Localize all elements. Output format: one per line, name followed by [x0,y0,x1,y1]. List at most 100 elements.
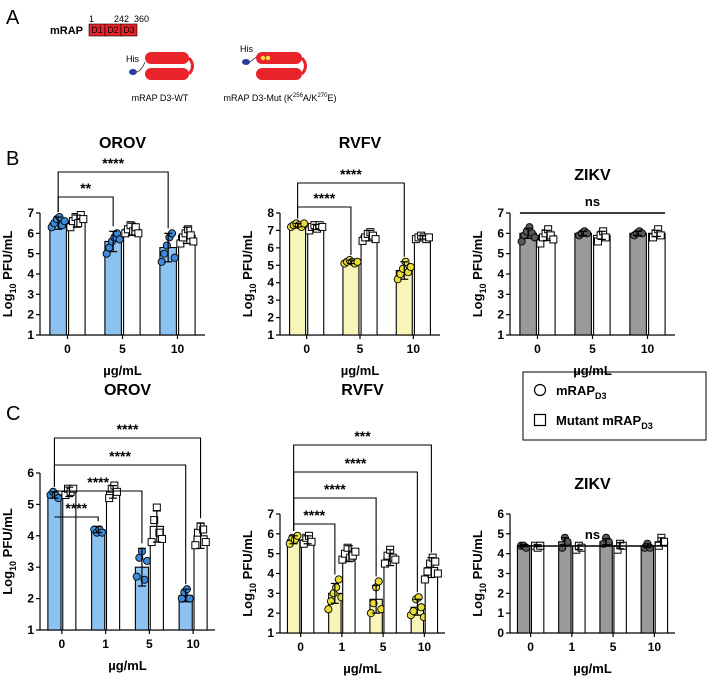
x-tick-label: 5 [146,637,153,651]
significance-label: **** [109,448,131,464]
data-point [334,575,343,584]
significance-bracket [297,182,405,257]
x-axis-label: µg/mL [343,661,382,676]
y-axis-label: Log10 PFU/mL [0,231,18,318]
x-tick-label: 5 [589,342,596,356]
data-point [324,605,333,614]
data-point [380,559,389,568]
label-part: A/K [303,93,318,103]
legend-box [522,371,707,441]
bar [68,220,86,336]
data-point [140,575,149,584]
chart-title: OROV [99,135,146,152]
bar [123,228,141,336]
y-axis-label: Log10 PFU/mL [0,508,18,595]
bar [530,545,545,634]
data-point [433,569,442,578]
x-axis-label: µg/mL [108,658,147,673]
data-point [343,543,352,552]
data-point [369,599,378,608]
significance-label: **** [313,190,335,206]
data-point [656,231,665,240]
y-tick-label: 4 [27,529,34,543]
y-tick-label: 7 [267,507,274,521]
chart-title: RVFV [339,135,382,152]
y-axis-label: Log10 PFU/mL [240,231,258,318]
loop [300,57,307,75]
label-sub: 10 [478,583,488,593]
x-tick-label: 10 [171,342,185,356]
bar [538,234,556,336]
y-tick-label: 5 [267,258,274,272]
chart-title: ZIKV [574,167,611,184]
label-sup: 256 [293,93,304,99]
data-point [162,241,171,250]
significance-label: ns [585,194,600,209]
construct-mut: His mRAP D3-Mut (K256A/K270E) [224,44,337,103]
data-point [132,572,141,581]
data-point [353,257,362,266]
bar [574,232,592,336]
y-tick-label: 1 [497,328,504,342]
x-tick-label: 5 [380,640,387,654]
x-axis-label: µg/mL [573,363,612,378]
data-point [160,249,169,258]
data-point [170,253,179,262]
y-tick-label: 4 [497,267,504,281]
x-tick-label: 10 [641,342,655,356]
data-point [577,543,586,552]
label-part: Log [470,593,485,617]
label-sub: 10 [8,561,18,571]
data-point [318,222,327,231]
significance-bracket [54,490,143,544]
legend-sub: D3 [595,391,607,401]
his-tag: His [126,54,139,64]
label-sub: 10 [248,283,258,293]
data-point [417,603,426,612]
bar [193,535,208,631]
significance-label: **** [340,166,362,182]
data-point [332,583,341,592]
y-tick-label: 1 [497,606,504,620]
label-part: PFU/mL [0,508,15,561]
bar [629,232,647,336]
y-tick-label: 0 [497,626,504,640]
chart-title: OROV [104,382,151,399]
bar [516,545,531,634]
bar [105,491,121,631]
chart-title: RVFV [341,382,384,399]
y-tick-label: 5 [267,547,274,561]
data-point [420,575,429,584]
y-tick-label: 8 [267,206,274,220]
bar [342,261,360,336]
data-point [191,541,200,550]
helix [145,52,189,64]
data-point [189,237,198,246]
data-point [143,556,152,565]
y-tick-label: 1 [27,328,34,342]
y-tick-label: 6 [267,241,274,255]
legend: mRAPD3 Mutant mRAPD3 [522,371,707,441]
data-point [423,567,432,576]
bar [47,494,62,631]
y-tick-label: 6 [267,527,274,541]
data-point [134,229,143,238]
x-tick-label: 1 [102,637,109,651]
x-tick-label: 10 [407,342,421,356]
y-tick-label: 3 [267,293,274,307]
y-tick-label: 6 [497,226,504,240]
bar [593,234,611,336]
y-tick-label: 7 [27,206,34,220]
x-axis-label: µg/mL [103,363,142,378]
domain-label: D3 [123,25,135,35]
legend-text: mRAP [556,383,595,398]
mutation [265,55,271,61]
label-part: Log [0,571,15,595]
x-tick-label: 10 [418,640,432,654]
y-tick-label: 5 [497,527,504,541]
y-tick-label: 4 [267,276,274,290]
y-tick-label: 5 [497,247,504,261]
data-point [371,235,380,244]
bar [360,235,378,336]
data-point [406,262,415,272]
